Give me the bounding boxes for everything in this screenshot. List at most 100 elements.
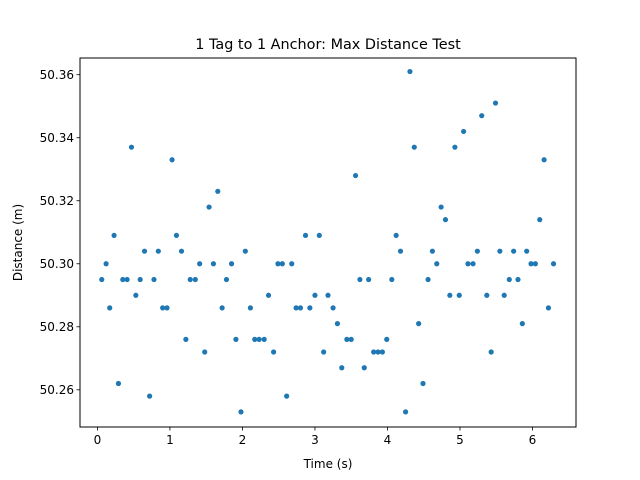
data-point [528,261,534,267]
data-point [133,292,139,298]
data-point [128,144,135,150]
data-point [284,393,290,399]
data-point [99,276,105,283]
data-point [429,248,436,254]
data-point [344,336,350,342]
data-point [297,305,304,311]
data-point [312,292,318,298]
data-point [223,276,230,283]
y-axis-label: Distance (m) [11,204,25,281]
data-point [519,321,525,327]
plot-frame [79,57,577,428]
y-tick-label: 50.28 [40,320,74,334]
data-point [252,336,258,342]
data-point [210,261,217,267]
data-point [375,349,381,355]
data-point [178,248,185,254]
data-point [103,261,109,267]
data-point [215,188,221,194]
data-point [339,365,345,371]
data-point [501,292,507,298]
data-point [334,321,341,327]
data-point [289,261,295,267]
data-point [141,248,148,254]
data-point [411,144,417,150]
y-axis-ticks: 50.26 50.28 50.30 50.32 50.34 50.36 [40,68,80,397]
data-point [492,100,499,106]
data-points [99,68,557,415]
data-point [124,276,130,283]
data-point [550,261,557,267]
data-point [321,349,327,355]
data-point [206,204,212,210]
data-point [537,217,543,223]
data-point [160,305,166,311]
data-point [111,232,117,239]
x-tick-label: 6 [529,433,537,447]
data-point [357,276,363,283]
data-point [497,248,503,254]
data-point [407,68,413,75]
data-point [393,232,399,239]
data-point [438,204,444,210]
data-point [316,232,322,239]
x-tick-label: 2 [239,433,247,447]
data-point [155,248,161,254]
data-point [352,172,359,179]
data-point [219,305,225,311]
data-point [402,409,409,415]
x-tick-label: 1 [166,433,174,447]
data-point [515,276,521,283]
data-point [541,157,547,163]
data-point [271,349,277,355]
data-point [173,232,180,239]
data-point [511,248,517,254]
data-point [151,276,157,283]
data-point [384,336,390,342]
data-point [366,276,372,283]
data-point [361,365,367,371]
data-point [325,292,331,298]
data-point [488,349,494,355]
data-point [348,336,354,342]
data-point [107,305,113,311]
data-point [545,305,552,311]
chart-title: 1 Tag to 1 Anchor: Max Distance Test [195,37,461,53]
data-point [164,305,170,311]
data-point [147,393,153,399]
data-point [202,349,208,355]
data-point [524,248,530,254]
data-point [242,248,248,254]
data-point [479,113,485,119]
x-tick-label: 3 [311,433,319,447]
x-axis-label: Time (s) [303,457,353,471]
data-point [120,276,126,283]
data-point [187,276,193,283]
data-point [484,292,490,298]
data-point [228,261,235,267]
data-point [420,380,426,387]
data-point [416,321,422,327]
data-point [470,261,476,267]
data-point [442,217,449,223]
x-tick-label: 0 [94,433,102,447]
data-point [238,409,244,415]
data-point [265,292,272,298]
data-point [293,305,299,311]
data-point [275,261,281,267]
y-tick-label: 50.32 [40,194,74,208]
data-point [302,232,309,239]
data-point [247,305,254,311]
data-point [279,261,285,267]
data-point [465,261,471,267]
data-point [330,305,336,311]
data-point [169,157,175,163]
x-axis-ticks: 0 1 2 3 4 5 6 [94,427,537,447]
data-point [371,349,377,355]
data-point [389,276,395,283]
data-point [397,248,404,254]
data-point [447,292,453,298]
data-point [115,380,122,387]
